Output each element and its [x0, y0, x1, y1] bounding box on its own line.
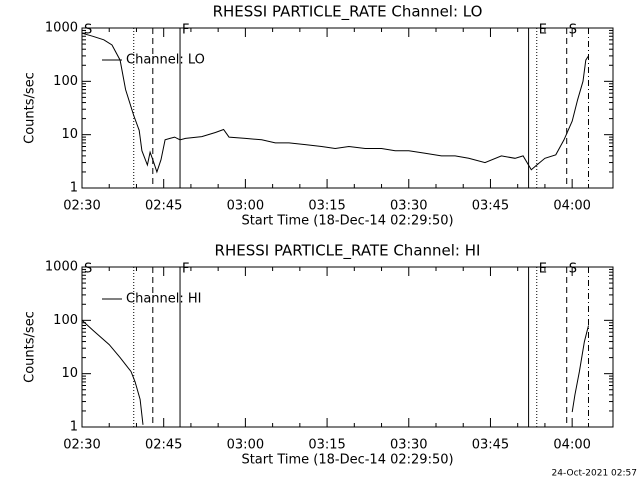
x-tick-label: 03:00 [227, 199, 264, 214]
x-axis-label: Start Time (18-Dec-14 02:29:50) [241, 453, 453, 468]
legend-label: Channel: LO [126, 53, 205, 68]
y-tick-label: 1 [70, 420, 78, 435]
event-label: F [182, 23, 189, 38]
event-label: E [539, 262, 547, 277]
x-tick-label: 02:45 [145, 438, 182, 453]
x-tick-label: 03:00 [227, 438, 264, 453]
data-line [81, 32, 589, 174]
x-tick-label: 04:00 [553, 199, 590, 214]
x-tick-label: 03:30 [390, 199, 427, 214]
x-tick-label: 03:30 [390, 438, 427, 453]
chart-title: RHESSI PARTICLE_RATE Channel: HI [215, 242, 481, 261]
y-tick-label: 10 [61, 366, 78, 381]
event-label: S [569, 23, 577, 38]
x-tick-label: 03:45 [472, 438, 509, 453]
y-tick-label: 1000 [45, 260, 78, 275]
event-label: S [84, 262, 92, 277]
x-axis-label: Start Time (18-Dec-14 02:29:50) [241, 214, 453, 229]
chart-title: RHESSI PARTICLE_RATE Channel: LO [213, 3, 483, 22]
footer-date: 24-Oct-2021 02:57 [552, 469, 637, 479]
x-tick-label: 02:30 [63, 438, 100, 453]
x-tick-label: 03:15 [308, 199, 345, 214]
event-label: S [84, 23, 92, 38]
x-tick-label: 03:15 [308, 438, 345, 453]
y-axis-label: Counts/sec [23, 72, 38, 144]
event-label: F [182, 262, 189, 277]
y-tick-label: 10 [61, 127, 78, 142]
y-tick-label: 100 [53, 74, 78, 89]
x-tick-label: 03:45 [472, 199, 509, 214]
data-line [81, 319, 589, 425]
y-tick-label: 1000 [45, 21, 78, 36]
x-tick-label: 02:45 [145, 199, 182, 214]
x-tick-label: 04:00 [553, 438, 590, 453]
plot-frame [81, 266, 614, 428]
y-axis-label: Counts/sec [23, 311, 38, 383]
event-label: E [539, 23, 547, 38]
y-tick-label: 1 [70, 181, 78, 196]
legend-label: Channel: HI [126, 292, 202, 307]
event-label: S [569, 262, 577, 277]
y-tick-label: 100 [53, 313, 78, 328]
x-tick-label: 02:30 [63, 199, 100, 214]
plot-frame [81, 27, 614, 189]
